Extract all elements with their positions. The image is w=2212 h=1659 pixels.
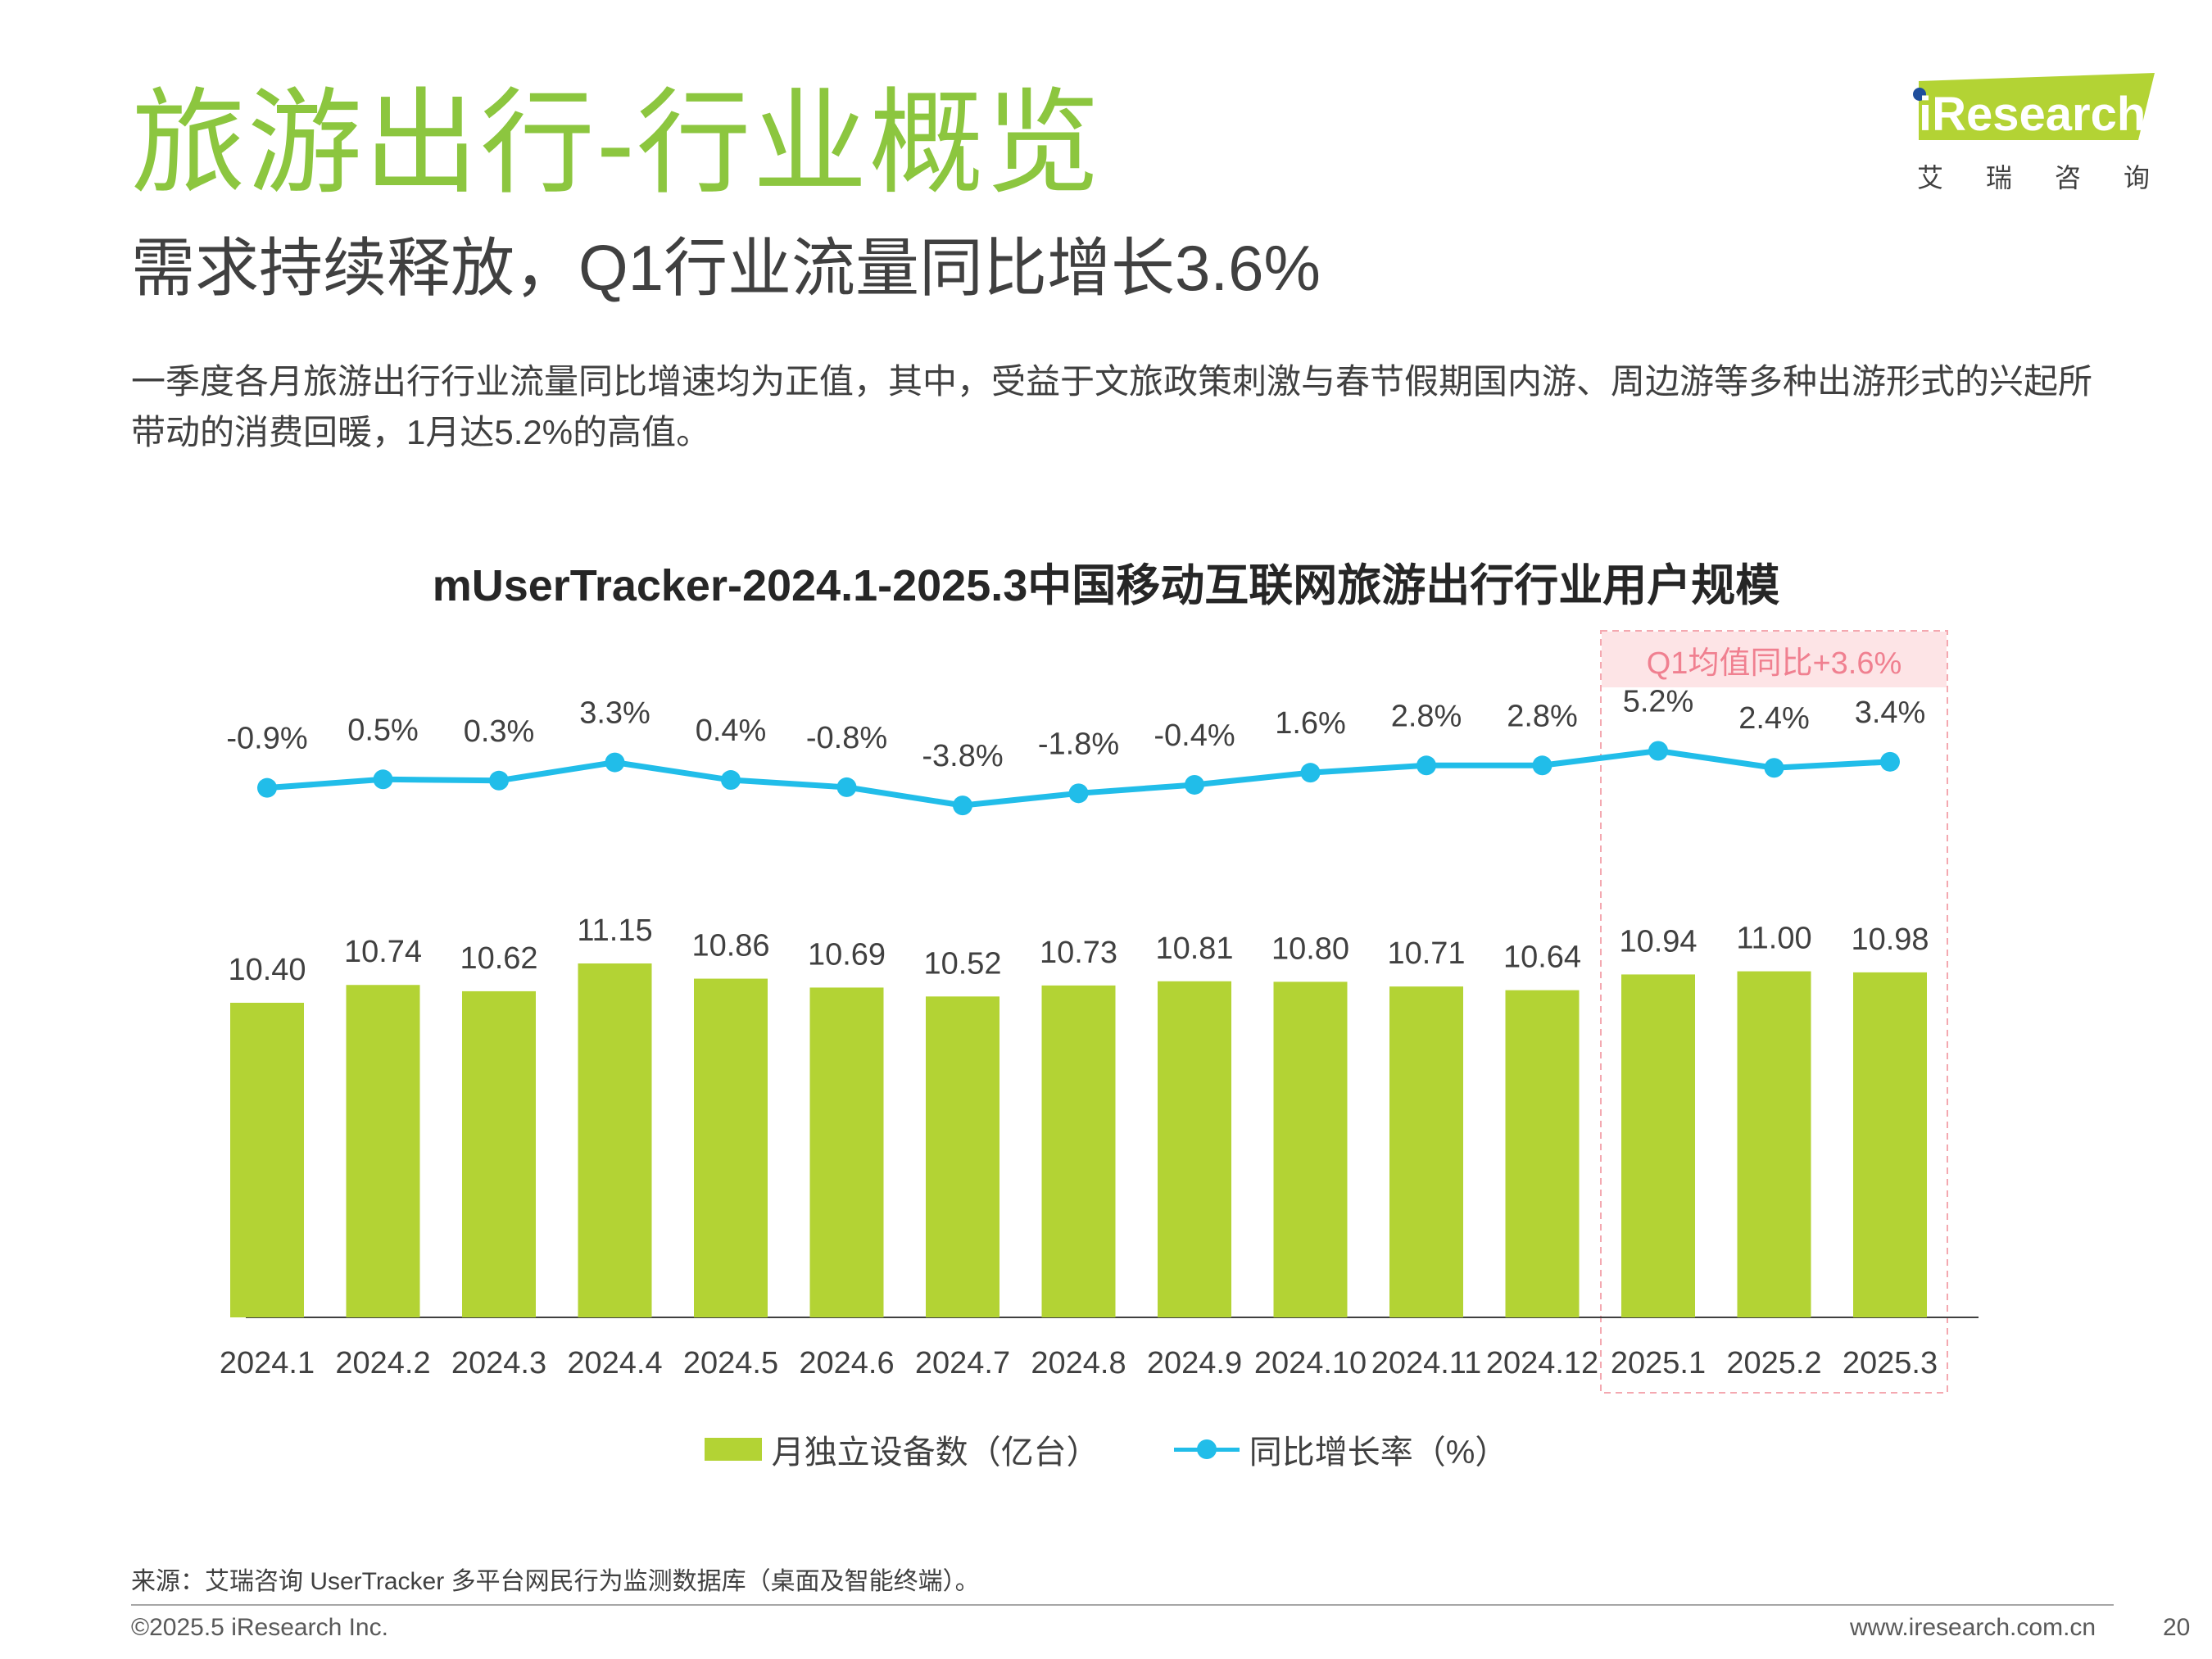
growth-point [1068, 783, 1089, 804]
bar-value-label: 10.71 [1387, 936, 1465, 971]
iresearch-logo: iResearch 艾瑞咨询 [1901, 70, 2163, 201]
chart-title: mUserTracker-2024.1-2025.3中国移动互联网旅游出行行业用… [432, 561, 1780, 610]
bar [926, 996, 999, 1317]
growth-point [1416, 755, 1436, 776]
x-tick-label: 2024.5 [683, 1346, 778, 1380]
x-tick-label: 2024.7 [915, 1346, 1010, 1380]
growth-point [721, 770, 741, 791]
growth-value-label: -0.9% [226, 722, 307, 756]
bar-value-label: 10.98 [1851, 922, 1929, 957]
growth-value-label: -0.4% [1154, 718, 1235, 753]
growth-point [489, 770, 509, 791]
x-tick-label: 2024.10 [1254, 1346, 1367, 1380]
footer-divider [131, 1604, 2114, 1606]
x-tick-label: 2024.12 [1486, 1346, 1598, 1380]
highlight-box [1600, 630, 1948, 1394]
logo-shape [1913, 73, 2155, 140]
bar-value-label: 10.64 [1503, 941, 1581, 975]
growth-point [1185, 774, 1204, 795]
growth-point [1880, 751, 1900, 772]
growth-point [836, 777, 857, 797]
growth-point [373, 769, 393, 790]
x-tick-label: 2024.9 [1147, 1346, 1242, 1380]
growth-point [1532, 755, 1552, 776]
highlight-label-bg [1602, 632, 1947, 687]
x-tick-label: 2024.4 [567, 1346, 662, 1380]
bar [1041, 985, 1116, 1317]
page-description: 一季度各月旅游出行行业流量同比增速均为正值，其中，受益于文旅政策刺激与春节假期国… [131, 362, 2093, 451]
copyright: ©2025.5 iResearch Inc. [131, 1614, 388, 1641]
x-tick-label: 2024.8 [1031, 1346, 1126, 1380]
bar [1273, 981, 1348, 1317]
growth-value-label: 3.3% [579, 696, 650, 731]
legend-line-swatch [1173, 1438, 1240, 1461]
bar-value-label: 10.62 [460, 941, 537, 976]
bar [809, 987, 884, 1317]
logo-word: iResearch [1919, 88, 2146, 141]
growth-value-label: 2.4% [1738, 701, 1810, 736]
growth-value-label: 1.6% [1275, 706, 1346, 741]
bar [1158, 981, 1231, 1317]
bar [1737, 971, 1811, 1317]
bar-value-label: 10.40 [228, 953, 306, 987]
growth-point [605, 752, 625, 773]
legend-bar-swatch [704, 1438, 762, 1461]
bar-value-label: 10.94 [1619, 924, 1697, 959]
bar [1853, 972, 1927, 1317]
page-subtitle: 需求持续释放，Q1行业流量同比增长3.6% [131, 232, 1321, 304]
bar [462, 990, 536, 1317]
legend-label-bars: 月独立设备数（亿台） [771, 1435, 1099, 1471]
bar [1505, 990, 1580, 1317]
bar-value-label: 10.73 [1040, 936, 1117, 970]
bar [1621, 974, 1695, 1317]
bar [578, 963, 652, 1317]
page-title: 旅游出行-行业概览 [131, 79, 1102, 207]
growth-value-label: 0.5% [347, 713, 419, 747]
growth-value-label: 3.4% [1855, 696, 1926, 730]
growth-point [953, 796, 972, 816]
x-tick-label: 2025.1 [1611, 1346, 1706, 1380]
legend-item-line: 同比增长率（%） [1173, 1426, 1508, 1473]
bar-value-label: 10.80 [1271, 931, 1349, 966]
logo-subtext: 艾瑞咨询 [1917, 163, 2193, 193]
growth-value-label: -3.8% [922, 739, 1003, 773]
source-note: 来源：艾瑞咨询 UserTracker 多平台网民行为监测数据库（桌面及智能终端… [131, 1568, 980, 1595]
bar-value-label: 10.74 [344, 935, 422, 969]
x-tick-label: 2025.3 [1843, 1346, 1938, 1380]
bar [1389, 986, 1463, 1317]
legend-item-bars: 月独立设备数（亿台） [704, 1426, 1099, 1473]
growth-point [1300, 763, 1321, 783]
chart-area: Q1均值同比+3.6% 10.40 2024.1 10.74 2024.2 10.62 20… [220, 630, 1979, 1394]
x-tick-label: 2024.6 [799, 1346, 894, 1380]
bar [694, 978, 768, 1317]
growth-value-label: 2.8% [1507, 699, 1578, 733]
bar-value-label: 11.00 [1736, 922, 1811, 956]
highlight-label: Q1均值同比+3.6% [1647, 646, 1902, 681]
growth-value-label: 5.2% [1623, 685, 1694, 719]
growth-value-label: -0.8% [806, 721, 887, 755]
growth-point [1764, 758, 1784, 778]
growth-value-label: 0.3% [464, 714, 535, 749]
chart-legend: 月独立设备数（亿台） 同比增长率（%） [0, 1426, 2212, 1473]
bar-value-label: 10.86 [691, 929, 769, 963]
x-tick-label: 2024.11 [1371, 1346, 1482, 1380]
x-tick-label: 2025.2 [1726, 1346, 1821, 1380]
website-link[interactable]: www.iresearch.com.cn [1850, 1614, 2096, 1641]
x-tick-label: 2024.1 [220, 1346, 315, 1380]
x-tick-label: 2024.2 [335, 1346, 430, 1380]
bar [346, 985, 420, 1317]
growth-point [1648, 741, 1668, 761]
bar-value-label: 10.52 [923, 946, 1001, 981]
legend-label-line: 同比增长率（%） [1249, 1435, 1508, 1471]
growth-point [257, 777, 277, 798]
x-tick-label: 2024.3 [451, 1346, 546, 1380]
bar-value-label: 11.15 [577, 913, 652, 948]
page-number: 20 [2163, 1614, 2191, 1641]
bar-value-label: 10.81 [1155, 931, 1233, 966]
bar [230, 1003, 304, 1317]
growth-value-label: 2.8% [1391, 699, 1462, 733]
growth-value-label: -1.8% [1038, 727, 1119, 761]
bar-value-label: 10.69 [808, 937, 886, 972]
growth-value-label: 0.4% [696, 714, 767, 748]
